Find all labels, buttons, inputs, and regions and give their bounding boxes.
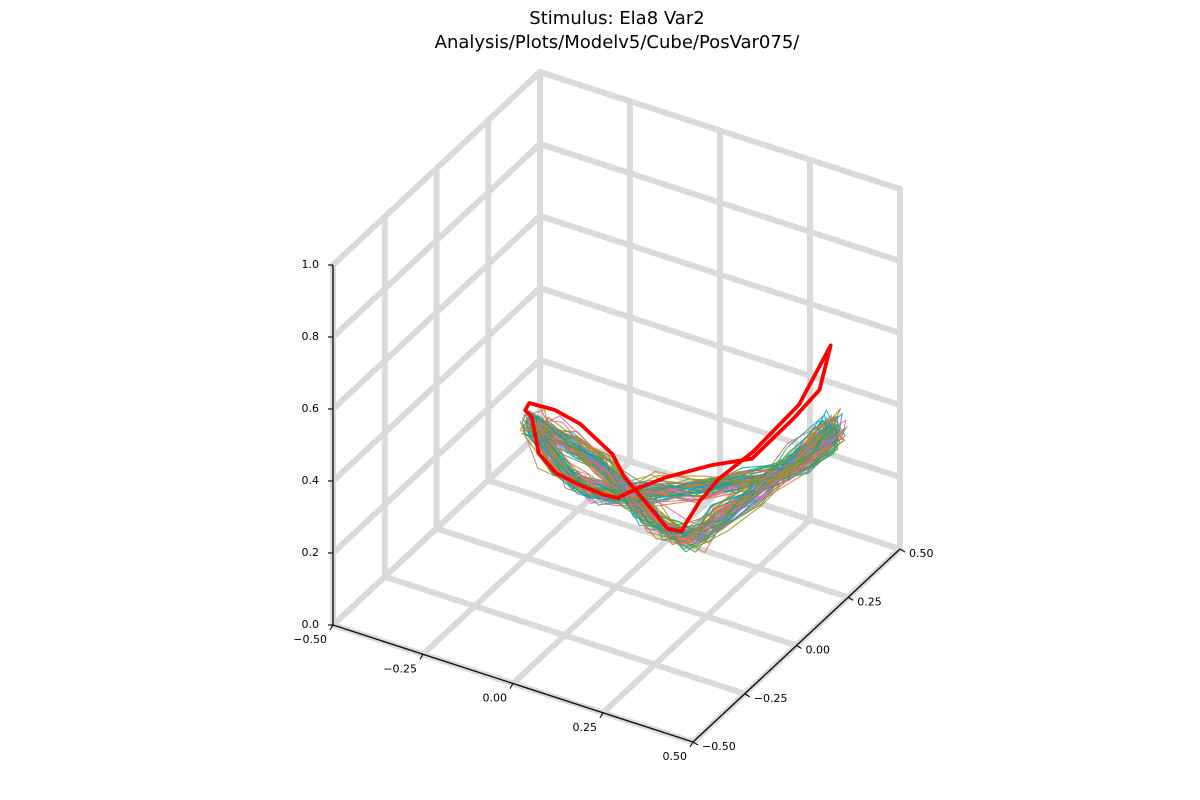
sample-trajectories bbox=[519, 404, 848, 554]
chart-title-line-1: Stimulus: Ela8 Var2 bbox=[529, 8, 704, 29]
x-tick-mark-0 bbox=[329, 624, 334, 631]
x-tick-label-2: 0.00 bbox=[483, 692, 508, 705]
y-tick-label-2: 0.00 bbox=[806, 644, 831, 657]
y-tick-label-1: −0.25 bbox=[754, 692, 788, 705]
side-wall-grid-z-3 bbox=[330, 213, 543, 412]
x-tick-mark-2 bbox=[509, 683, 514, 689]
z-tick-label-4: 0.8 bbox=[302, 330, 320, 343]
y-tick-label-0: −0.50 bbox=[702, 740, 736, 753]
chart-title-line-2: Analysis/Plots/Modelv5/Cube/PosVar075/ bbox=[435, 32, 801, 53]
y-tick-label-3: 0.25 bbox=[857, 595, 882, 608]
sample-trajectory-45 bbox=[521, 412, 831, 535]
y-tick-mark-3 bbox=[847, 596, 854, 601]
back-wall-grid-z-4 bbox=[537, 141, 903, 264]
x-tick-mark-3 bbox=[599, 712, 604, 719]
side-wall-grid-z-2 bbox=[330, 285, 543, 484]
y-tick-mark-1 bbox=[744, 693, 751, 698]
x-tick-mark-4 bbox=[689, 741, 694, 748]
z-tick-label-5: 1.0 bbox=[302, 258, 320, 271]
z-tick-label-3: 0.6 bbox=[302, 402, 320, 415]
axes-layer: −0.50 −0.25 0.00 0.25 0.50 −0.50 −0.25 0.00 0.25… bbox=[293, 258, 933, 763]
back-wall-grid-z-3 bbox=[537, 213, 903, 336]
side-wall-grid-z-1 bbox=[330, 357, 543, 556]
side-wall-grid-z-5 bbox=[330, 69, 543, 268]
floor-grid-y-2 bbox=[433, 525, 800, 649]
z-tick-label-0: 0.0 bbox=[302, 618, 320, 631]
y-tick-mark-4 bbox=[899, 548, 906, 553]
back-wall-grid-z-2 bbox=[537, 285, 903, 408]
x-tick-mark-1 bbox=[419, 653, 424, 660]
y-tick-mark-0 bbox=[692, 741, 699, 746]
back-wall-grid-z-1 bbox=[537, 357, 903, 480]
x-tick-label-0: −0.50 bbox=[293, 633, 327, 646]
x-tick-label-1: −0.25 bbox=[383, 662, 417, 675]
sample-trajectory-54 bbox=[537, 414, 830, 535]
side-wall-grid-z-0 bbox=[330, 429, 543, 628]
sample-trajectory-59 bbox=[522, 410, 831, 539]
y-tick-label-4: 0.50 bbox=[909, 547, 934, 560]
grid-layer bbox=[330, 69, 903, 745]
sample-trajectory-56 bbox=[531, 420, 845, 544]
x-tick-label-3: 0.25 bbox=[573, 721, 598, 734]
stimulus-path bbox=[523, 343, 833, 534]
z-tick-label-1: 0.2 bbox=[302, 546, 320, 559]
side-wall-grid-z-4 bbox=[330, 141, 543, 340]
y-tick-mark-2 bbox=[796, 644, 802, 650]
back-wall-grid-z-5 bbox=[537, 69, 903, 192]
stimulus-trajectory bbox=[523, 343, 833, 534]
x-tick-label-4: 0.50 bbox=[663, 750, 688, 763]
sample-trajectory-58 bbox=[524, 415, 828, 529]
z-tick-label-2: 0.4 bbox=[302, 474, 320, 487]
floor-grid-y-1 bbox=[381, 573, 748, 697]
